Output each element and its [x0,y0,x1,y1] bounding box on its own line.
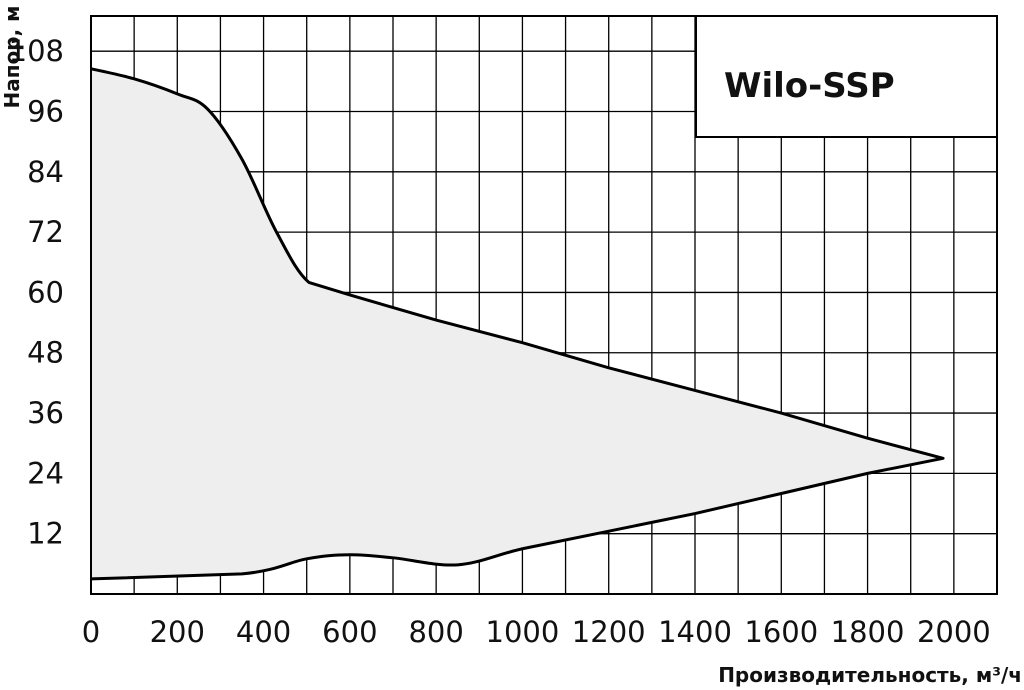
y-tick-label: 108 [9,34,64,68]
y-tick-label: 60 [27,275,64,309]
y-tick-label: 84 [27,155,64,189]
y-tick-label: 36 [27,396,64,430]
y-tick-label: 24 [27,456,64,490]
y-tick-label: 96 [27,94,64,128]
x-tick-label: 1400 [658,615,732,649]
x-tick-label: 200 [150,615,205,649]
y-tick-label: 12 [27,517,64,551]
x-tick-label: 1600 [744,615,818,649]
x-tick-label: 1000 [486,615,560,649]
y-tick-labels: 12 24 36 48 60 72 84 96 108 [9,34,64,551]
y-tick-label: 48 [27,336,64,370]
x-tick-labels: 0 200 400 600 800 1000 1200 1400 1600 1800 2000 [82,615,991,649]
y-axis-label: Напор, м [0,5,24,108]
x-tick-label: 600 [322,615,377,649]
plot-frame [90,15,998,595]
x-axis-label: Производительность, м³/ч [718,663,1022,687]
x-tick-label: 400 [236,615,291,649]
x-tick-label: 800 [408,615,463,649]
x-tick-label: 0 [82,615,100,649]
x-tick-label: 2000 [917,615,991,649]
legend-box [695,15,998,138]
operating-curve [90,67,945,581]
legend: Wilo-SSP [695,15,998,138]
operating-area [91,68,944,579]
y-tick-label: 72 [27,215,64,249]
legend-label: Wilo-SSP [724,66,895,106]
x-tick-label: 1800 [831,615,905,649]
x-tick-label: 1200 [572,615,646,649]
